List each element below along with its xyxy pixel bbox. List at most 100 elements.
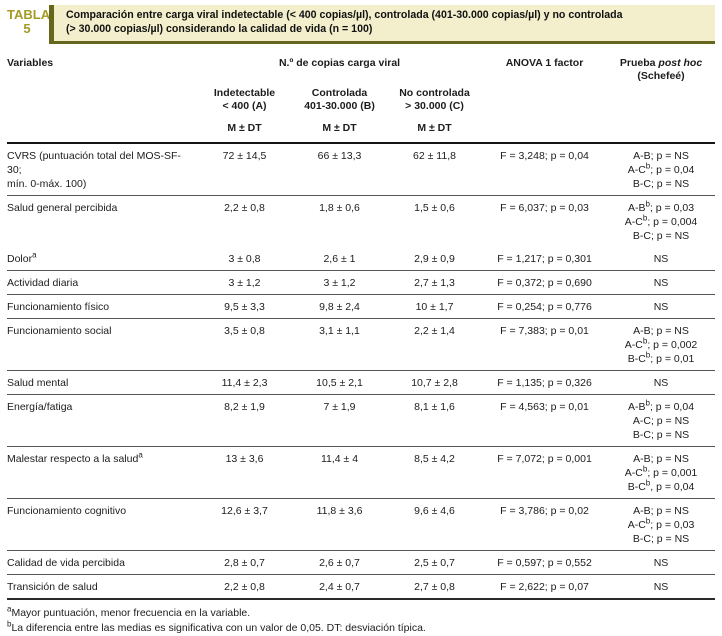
mdt-header-a: M ± DT [227, 121, 262, 134]
head-row-mdt: M ± DT M ± DT M ± DT [7, 113, 715, 143]
variable-cell: CVRS (puntuación total del MOS-SF-30; mín… [7, 149, 181, 190]
table-title: Comparación entre carga viral indetectab… [54, 5, 715, 44]
variable-cell: Calidad de vida percibida [7, 549, 197, 575]
anova-cell: F = 1,135; p = 0,326 [482, 369, 608, 395]
value-b-cell: 11,8 ± 3,6 [292, 497, 387, 551]
col-header-no-controlada: No controlada > 30.000 (C) [387, 70, 482, 113]
subcol-line1: Controlada [311, 86, 368, 99]
anova-cell: F = 3,786; p = 0,02 [482, 497, 608, 551]
value-a-cell: 9,5 ± 3,3 [197, 293, 292, 319]
value-a-cell: 2,2 ± 0,8 [197, 573, 292, 599]
value-c-cell: 62 ± 11,8 [413, 149, 456, 162]
subcol-line1: Indetectable [213, 86, 276, 99]
table-label-number: 5 [23, 21, 31, 37]
variable-cell: Malestar respecto a la saluda [7, 445, 197, 499]
posthoc-cell: NS [607, 293, 716, 319]
footnote-a: aMayor puntuación, menor frecuencia en l… [7, 605, 715, 621]
table-row: Calidad de vida percibida 2,8 ± 0,7 2,6 ± … [7, 549, 716, 575]
table-row: Transición de salud 2,2 ± 0,8 2,4 ± 0,7 2,7… [7, 573, 716, 599]
value-c-cell: 10,7 ± 2,8 [387, 369, 483, 395]
value-c-cell: 8,5 ± 4,2 [387, 445, 483, 499]
value-c-cell: 2,5 ± 0,7 [387, 549, 483, 575]
col-header-variables: Variables [7, 56, 54, 69]
footnote-b-text: La diferencia entre las medias es signif… [11, 621, 426, 634]
value-a-cell: 12,6 ± 3,7 [197, 497, 292, 551]
anova-cell: F = 7,383; p = 0,01 [482, 317, 608, 371]
subcol-line2: > 30.000 (C) [405, 99, 464, 112]
variable-cell: Funcionamiento social [7, 317, 197, 371]
footnotes: aMayor puntuación, menor frecuencia en l… [7, 605, 715, 636]
posthoc-italic: post hoc [658, 56, 703, 69]
posthoc-cell: A-B; p = NS A-Cb; p = 0,04 B-C; p = NS [627, 149, 695, 190]
table-row: Funcionamiento social 3,5 ± 0,8 3,1 ± 1,1 2… [7, 317, 716, 371]
col-header-controlada: Controlada 401-30.000 (B) [292, 70, 387, 113]
value-b-cell: 1,8 ± 0,6 [292, 194, 387, 247]
value-a-cell: 8,2 ± 1,9 [197, 393, 292, 447]
anova-cell: F = 0,597; p = 0,552 [482, 549, 608, 575]
anova-cell: F = 6,037; p = 0,03 [482, 194, 608, 247]
variable-cell: Salud general percibida [7, 194, 197, 247]
col-header-posthoc: Prueba post hoc (Schefeé) [607, 57, 715, 143]
col-header-indetectable: Indetectable < 400 (A) [197, 70, 292, 113]
table-title-line1: Comparación entre carga viral indetectab… [66, 9, 623, 21]
anova-cell: F = 3,248; p = 0,04 [500, 149, 589, 162]
value-a-cell: 3 ± 1,2 [197, 269, 292, 295]
variable-cell: Energía/fatiga [7, 393, 197, 447]
table-row: CVRS (puntuación total del MOS-SF-30; mín… [7, 143, 715, 196]
table-row: Malestar respecto a la saluda 13 ± 3,6 11,… [7, 445, 716, 499]
value-b-cell: 2,4 ± 0,7 [292, 573, 387, 599]
subcol-line2: < 400 (A) [222, 99, 267, 112]
posthoc-cell: NS [607, 549, 716, 575]
subcol-line2: 401-30.000 (B) [304, 99, 375, 112]
table-row: Energía/fatiga 8,2 ± 1,9 7 ± 1,9 8,1 ± 1,6 F… [7, 393, 716, 447]
value-b-cell: 7 ± 1,9 [292, 393, 387, 447]
value-c-cell: 8,1 ± 1,6 [387, 393, 483, 447]
comparison-table: Variables N.º de copias carga viral ANOV… [7, 57, 716, 600]
posthoc-cell: A-B; p = NS A-Cb; p = 0,002 B-Cb; p = 0,01 [607, 317, 716, 371]
value-b-cell: 2,6 ± 1 [323, 252, 356, 265]
value-b-cell: 66 ± 13,3 [317, 149, 362, 162]
value-b-cell: 11,4 ± 4 [292, 445, 387, 499]
value-c-cell: 2,2 ± 1,4 [387, 317, 483, 371]
table-row: Funcionamiento físico 9,5 ± 3,3 9,8 ± 2,4 1… [7, 293, 716, 319]
anova-cell: F = 0,254; p = 0,776 [482, 293, 608, 319]
table-label-word: TABLA [7, 7, 51, 22]
accent-bar [49, 5, 54, 44]
value-b-cell: 3,1 ± 1,1 [292, 317, 387, 371]
variable-cell: Funcionamiento cognitivo [7, 497, 197, 551]
footnote-b: bLa diferencia entre las medias es signi… [7, 620, 715, 636]
table-row: Actividad diaria 3 ± 1,2 3 ± 1,2 2,7 ± 1,3 F… [7, 269, 716, 295]
posthoc-cell: NS [653, 252, 669, 265]
value-c-cell: 10 ± 1,7 [387, 293, 483, 319]
anova-cell: F = 4,563; p = 0,01 [482, 393, 608, 447]
table-title-line2: (> 30.000 copias/µl) considerando la cal… [66, 22, 373, 35]
table-row: Salud mental 11,4 ± 2,3 10,5 ± 2,1 10,7 ± 2… [7, 369, 716, 395]
anova-cell: F = 2,622; p = 0,07 [482, 573, 608, 599]
posthoc-cell: A-B; p = NS A-Cb; p = 0,001 B-Cb, p = 0,04 [607, 445, 716, 499]
value-a-cell: 2,2 ± 0,8 [197, 194, 292, 247]
head-row-groups: Variables N.º de copias carga viral ANOV… [7, 57, 715, 82]
table-body: CVRS (puntuación total del MOS-SF-30; mín… [7, 143, 716, 599]
value-b-cell: 10,5 ± 2,1 [292, 369, 387, 395]
table-banner: TABLA 5 Comparación entre carga viral in… [7, 5, 715, 44]
value-c-cell: 1,5 ± 0,6 [387, 194, 483, 247]
table-number-label: TABLA 5 [7, 5, 51, 44]
variable-cell: Dolora [7, 250, 37, 265]
value-a-cell: 11,4 ± 2,3 [197, 369, 292, 395]
mdt-header-b: M ± DT [322, 121, 357, 134]
head-row-subcols: Indetectable < 400 (A) Controlada 401-30… [7, 70, 715, 113]
variable-cell: Funcionamiento físico [7, 293, 197, 319]
posthoc-cell: NS [607, 573, 716, 599]
anova-cell: F = 7,072; p = 0,001 [482, 445, 608, 499]
value-a-cell: 72 ± 14,5 [222, 149, 267, 162]
variable-cell: Actividad diaria [7, 269, 197, 295]
value-c-cell: 2,7 ± 0,8 [387, 573, 483, 599]
anova-cell: F = 0,372; p = 0,690 [482, 269, 608, 295]
table-head: Variables N.º de copias carga viral ANOV… [7, 57, 716, 143]
posthoc-cell: NS [607, 269, 716, 295]
value-b-cell: 2,6 ± 0,7 [292, 549, 387, 575]
value-b-cell: 3 ± 1,2 [292, 269, 387, 295]
posthoc-cell: A-Bb; p = 0,04 A-C; p = NS B-C; p = NS [607, 393, 716, 447]
value-a-cell: 3,5 ± 0,8 [197, 317, 292, 371]
